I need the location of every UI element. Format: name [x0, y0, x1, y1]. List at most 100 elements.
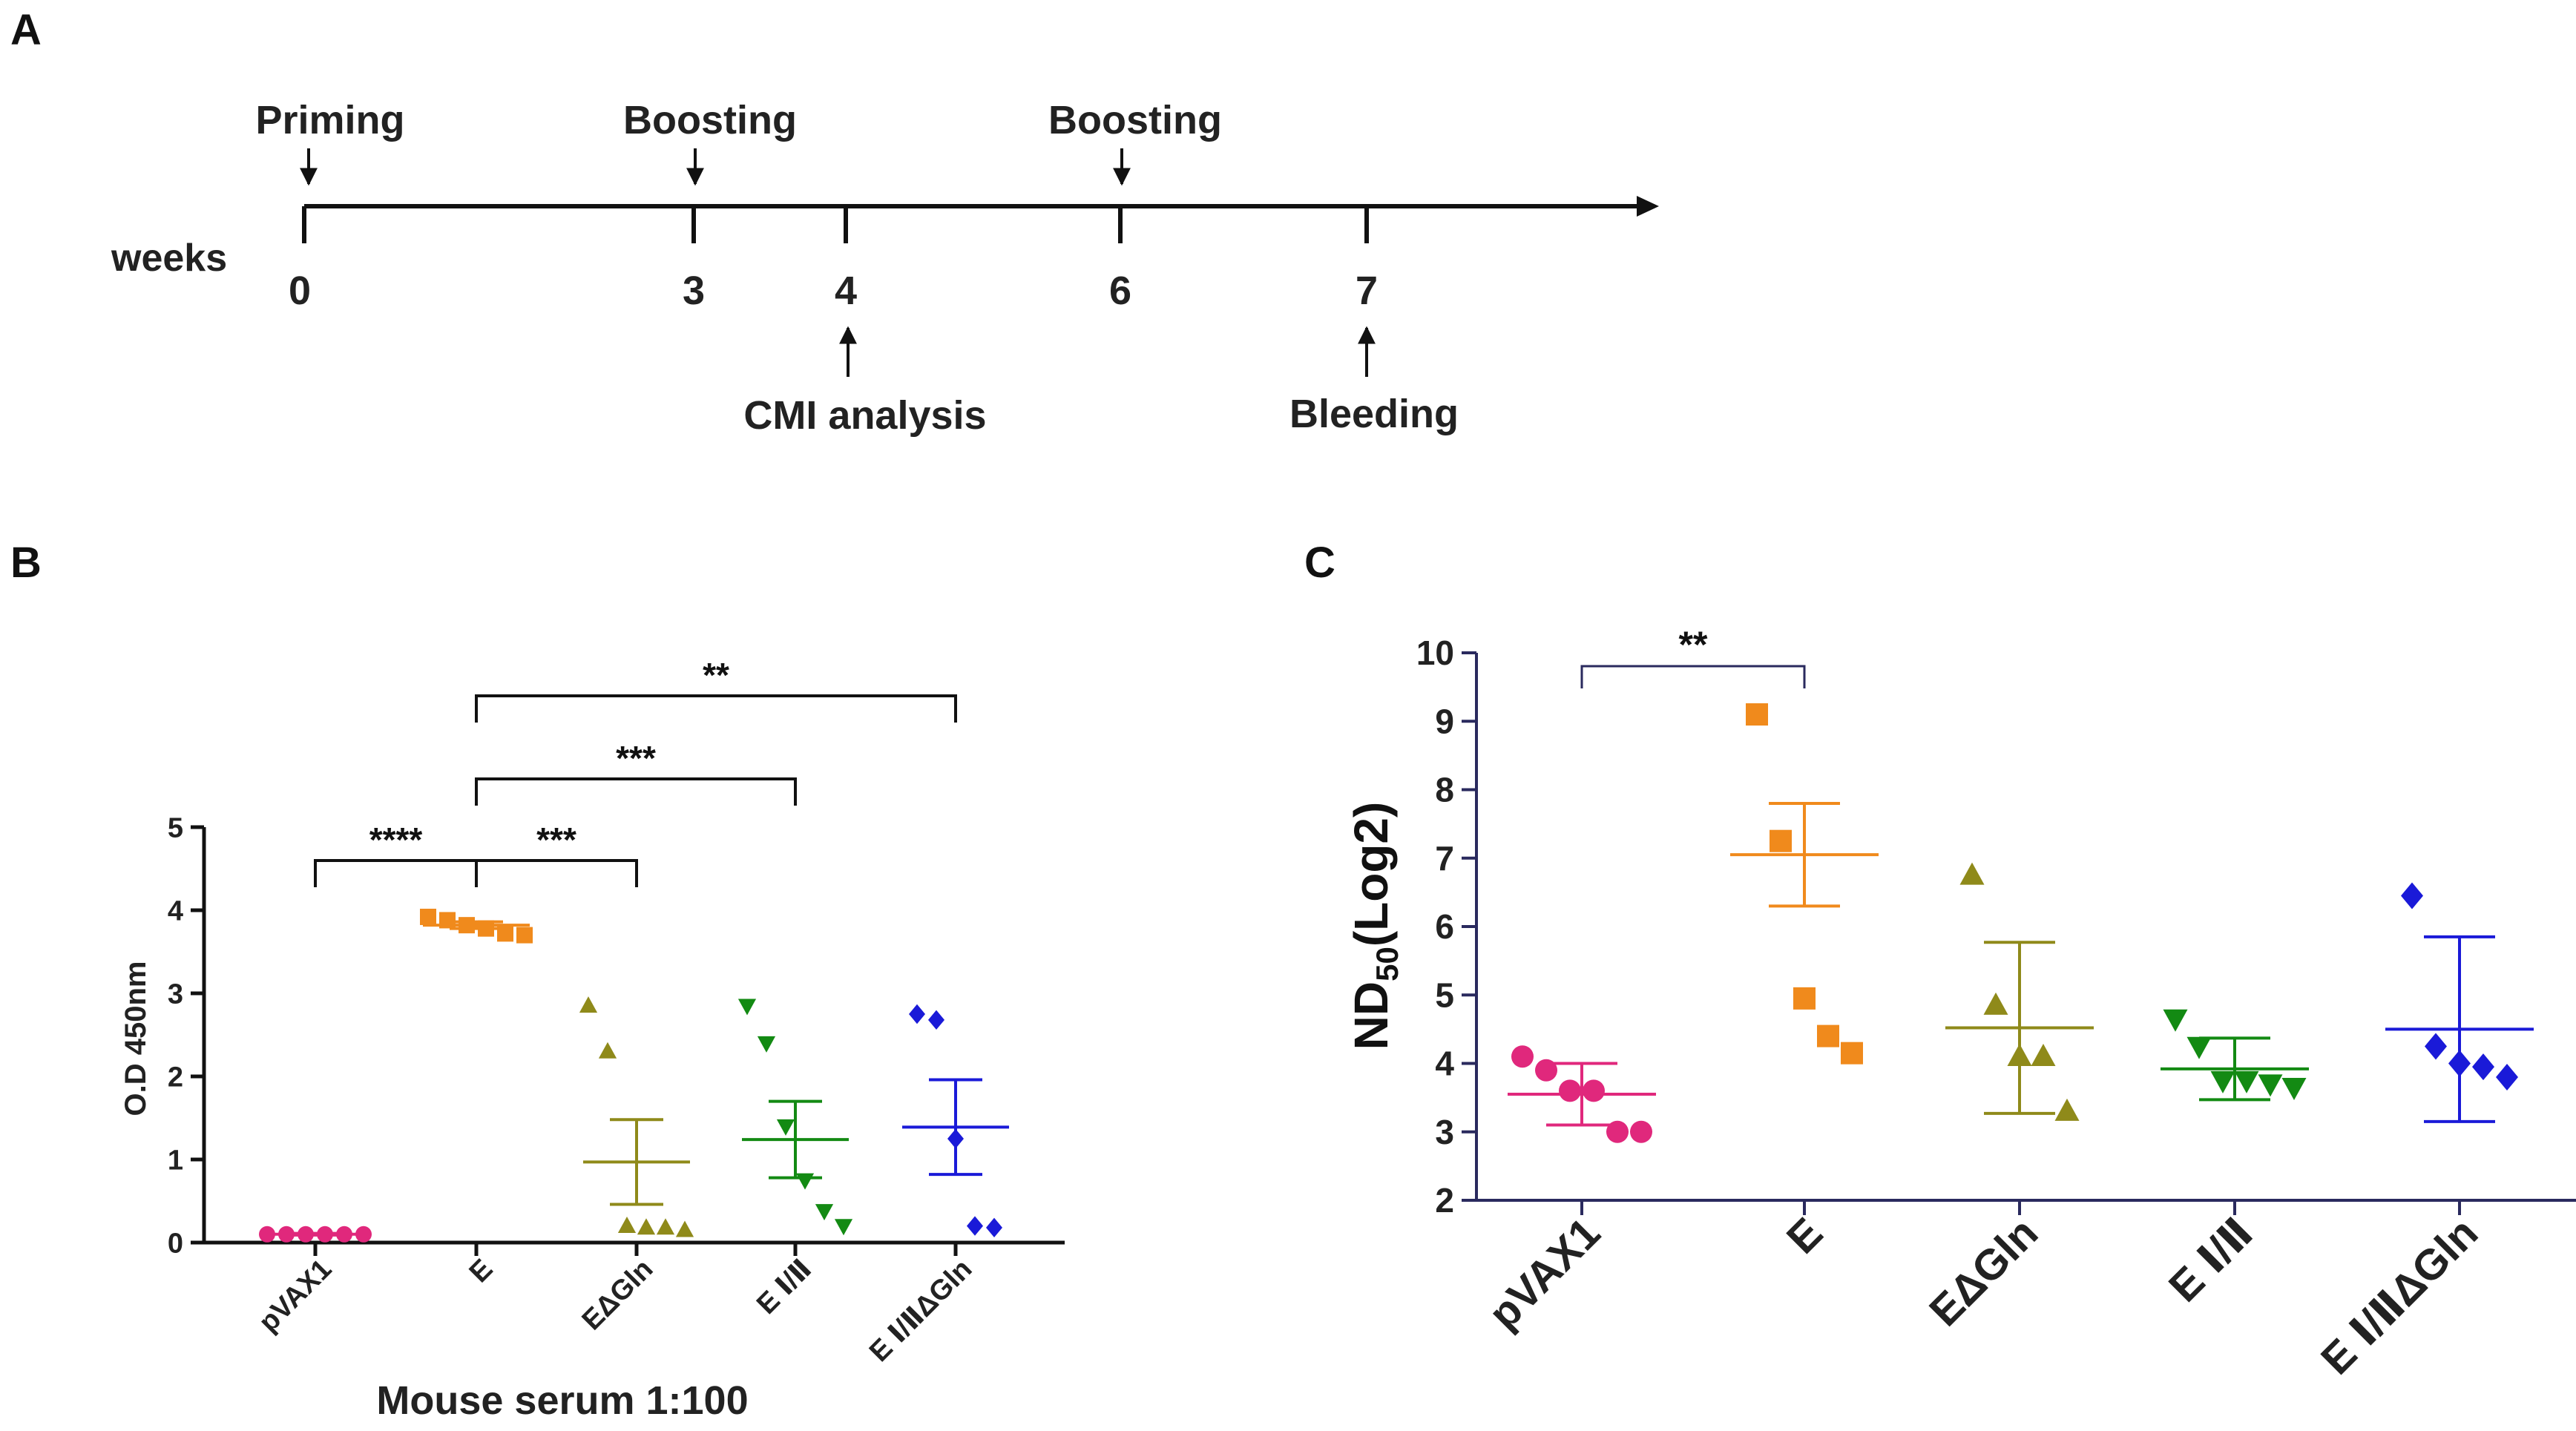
- data-point: [795, 1173, 815, 1190]
- data-point: [1746, 703, 1768, 726]
- data-point: [1511, 1045, 1534, 1068]
- data-point: [2401, 882, 2423, 909]
- data-point: [776, 1119, 795, 1136]
- significance-bracket: [475, 859, 638, 887]
- y-tick-label: 6: [1435, 907, 1454, 946]
- y-tick-label: 10: [1416, 634, 1454, 672]
- significance-label: ***: [616, 739, 656, 777]
- significance-label: ***: [536, 820, 576, 859]
- significance-label: **: [703, 656, 729, 694]
- y-tick-label: 8: [1435, 771, 1454, 809]
- data-point: [757, 1036, 776, 1053]
- y-tick-label: 5: [1435, 976, 1454, 1014]
- panel-label-a: A: [10, 6, 42, 54]
- data-point: [656, 1218, 675, 1235]
- y-tick-label: 9: [1435, 702, 1454, 740]
- timeline-tick-label: 4: [835, 269, 857, 313]
- y-tick-label: 4: [1435, 1045, 1454, 1083]
- data-point: [737, 999, 757, 1016]
- y-tick-label: 5: [168, 812, 183, 843]
- y-tick-label: 7: [1435, 839, 1454, 878]
- data-point: [2425, 1033, 2447, 1060]
- panel-label-c: C: [1304, 539, 1335, 587]
- data-point: [516, 927, 533, 944]
- timeline-tick-label: 0: [289, 269, 311, 313]
- y-tick-label: 3: [1435, 1113, 1454, 1151]
- data-point: [1817, 1024, 1839, 1047]
- data-point: [617, 1216, 637, 1233]
- timeline-tick-label: 3: [683, 269, 705, 313]
- timeline-unit-label: weeks: [111, 237, 227, 280]
- data-point: [1983, 992, 2008, 1015]
- data-point: [1793, 987, 1816, 1010]
- significance-bracket: [1580, 665, 1806, 688]
- data-point: [579, 996, 598, 1013]
- x-tick-label: E Ⅰ/Ⅱ: [751, 1254, 818, 1320]
- y-tick-label: 1: [168, 1145, 183, 1176]
- data-point: [1959, 862, 1985, 885]
- y-tick-label: 0: [168, 1228, 183, 1259]
- x-tick-label: EΔGln: [1920, 1208, 2047, 1335]
- data-point: [1583, 1079, 1605, 1102]
- x-tick-label: E Ⅰ/ⅡΔGln: [2312, 1208, 2487, 1384]
- data-point: [909, 1004, 925, 1024]
- data-point: [1841, 1042, 1863, 1065]
- data-point: [2054, 1098, 2080, 1121]
- data-point: [2258, 1074, 2283, 1097]
- data-point: [2472, 1053, 2494, 1081]
- data-point: [2186, 1036, 2212, 1059]
- data-point: [2234, 1070, 2259, 1093]
- x-tick-label: E: [464, 1254, 499, 1289]
- x-tick-label: EΔGln: [576, 1254, 660, 1337]
- data-point: [928, 1010, 944, 1030]
- panel-c-y-label-sub: 50: [1370, 947, 1404, 981]
- event-bleeding-label: Bleeding: [1289, 392, 1459, 436]
- data-point: [815, 1204, 834, 1221]
- event-priming-label: Priming: [255, 98, 404, 142]
- significance-bracket: [475, 694, 957, 723]
- data-point: [420, 908, 436, 925]
- significance-label: **: [1679, 624, 1708, 665]
- event-boosting-label: Boosting: [623, 98, 797, 142]
- panel-c-y-label-tail: (Log2): [1344, 802, 1398, 947]
- panel-c-y-label-main: ND: [1344, 981, 1398, 1050]
- data-point: [1559, 1079, 1581, 1102]
- timeline-tick-label: 6: [1109, 269, 1131, 313]
- x-tick-label: E Ⅰ/Ⅱ: [2160, 1208, 2262, 1311]
- data-point: [1770, 829, 1792, 852]
- significance-bracket: [475, 777, 797, 806]
- data-point: [2496, 1063, 2518, 1090]
- timeline-tick-label: 7: [1356, 269, 1378, 313]
- x-tick-label: E Ⅰ/ⅡΔGln: [864, 1254, 978, 1368]
- significance-label: ****: [369, 820, 423, 859]
- y-tick-label: 4: [168, 895, 183, 927]
- data-point: [2031, 1044, 2056, 1067]
- y-tick-label: 2: [168, 1062, 183, 1093]
- panel-label-b: B: [10, 539, 42, 587]
- panel-c-y-label: ND50(Log2): [1344, 802, 1404, 1050]
- event-boosting-label: Boosting: [1048, 98, 1222, 142]
- data-point: [986, 1217, 1002, 1238]
- data-point: [2210, 1070, 2235, 1093]
- x-tick-label: E: [1778, 1208, 1832, 1263]
- data-point: [675, 1220, 694, 1237]
- data-point: [637, 1218, 656, 1235]
- data-point: [1630, 1120, 1652, 1143]
- y-tick-label: 2: [1435, 1181, 1454, 1220]
- event-cmi-label: CMI analysis: [743, 393, 986, 438]
- x-tick-label: pVAX1: [1479, 1208, 1609, 1338]
- panel-b-x-label: Mouse serum 1:100: [376, 1378, 748, 1423]
- data-point: [2281, 1078, 2307, 1101]
- timeline-arrow-head: [1637, 196, 1659, 217]
- y-tick-label: 3: [168, 978, 183, 1010]
- panel-b-y-label: O.D 450nm: [119, 961, 152, 1116]
- x-tick-label: pVAX1: [253, 1254, 338, 1338]
- significance-bracket: [314, 859, 478, 887]
- data-point: [967, 1216, 983, 1236]
- data-point: [834, 1219, 853, 1236]
- data-point: [598, 1042, 617, 1059]
- data-point: [2163, 1009, 2188, 1032]
